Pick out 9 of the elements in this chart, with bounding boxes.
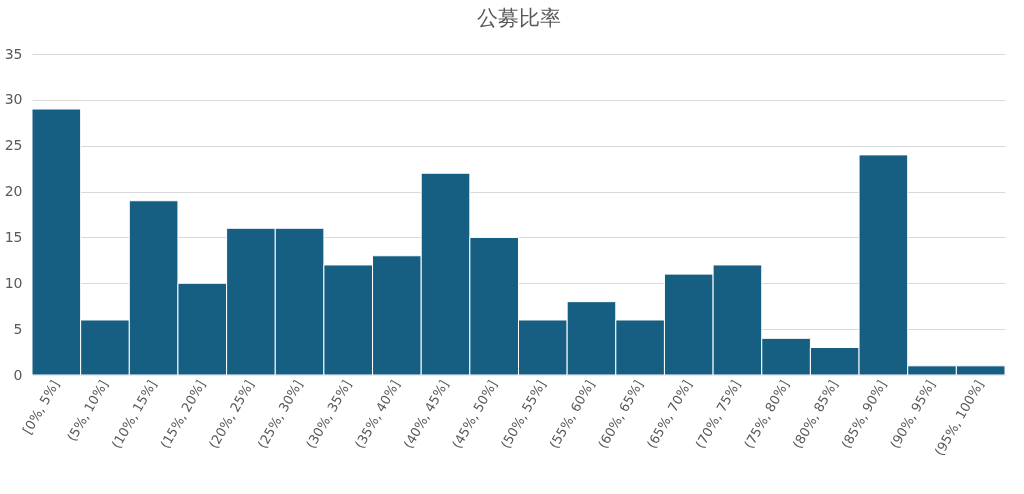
y-tick-label: 30: [4, 91, 23, 108]
y-tick-label: 5: [13, 320, 23, 337]
y-tick-label: 20: [4, 183, 23, 200]
y-tick-label: 25: [4, 137, 23, 154]
chart-title: 公募比率: [476, 6, 561, 30]
y-tick-label: 15: [4, 228, 23, 245]
y-tick-label: 0: [13, 366, 23, 383]
y-tick-label: 10: [4, 274, 23, 291]
y-tick-label: 35: [4, 45, 23, 62]
